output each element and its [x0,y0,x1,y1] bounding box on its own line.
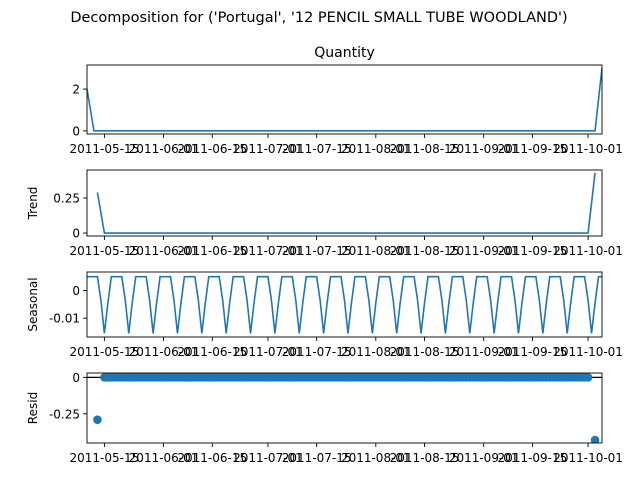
chart-panel-2: Trend 0 0.25 2011-05-152011-06-012011-06-15… [26,169,623,258]
axes-frame [86,372,603,444]
chart-panel-1: Quantity 0 2 2011-05-152011-06-012011-06-15… [70,45,623,156]
y-tick-label: 0 [72,227,80,241]
x-tick-label: 2011-10-01 [553,451,623,465]
x-tick-label: 2011-05-15 [70,451,140,465]
x-tick-label: 2011-06-15 [177,451,247,465]
resid-point [590,435,600,443]
x-tick-label: 2011-07-15 [282,451,352,465]
y-axis-label: Resid [26,392,40,424]
chart-panel-4: Resid 0 -0.25 2011-05-152011-06-012011-06-1… [26,371,623,465]
x-tick-label: 2011-07-15 [282,244,352,258]
y-tick-label: -0.01 [49,312,80,326]
y-tick-label: 0 [72,371,80,385]
x-tick-label: 2011-06-15 [177,244,247,258]
y-tick-label: 0 [72,124,80,138]
x-tick-label: 2011-08-15 [390,345,460,359]
x-tick-label: 2011-09-01 [449,451,519,465]
x-tick-label: 2011-08-01 [341,244,411,258]
x-tick-label: 2011-09-01 [449,345,519,359]
chart-panel-3: Seasonal 0-0.012011-05-152011-06-012011-0… [26,271,623,359]
x-tick-label: 2011-08-01 [341,142,411,156]
x-tick-label: 2011-08-01 [341,345,411,359]
x-tick-label: 2011-05-15 [70,244,140,258]
x-tick-label: 2011-09-15 [498,244,568,258]
series-line [87,68,602,132]
x-tick-label: 2011-08-01 [341,451,411,465]
x-tick-label: 2011-06-01 [129,345,199,359]
panels-group: Quantity022011-05-152011-06-012011-06-15… [26,45,623,465]
plot-area [87,68,602,132]
x-tick-label: 2011-06-15 [177,142,247,156]
x-tick-label: 2011-06-01 [129,142,199,156]
x-tick-label: 2011-10-01 [553,345,623,359]
seasonal-line [87,275,602,334]
y-axis-label: Seasonal [26,277,40,331]
x-tick-label: 2011-07-15 [282,142,352,156]
x-tick-label: 2011-10-01 [553,142,623,156]
resid-point [93,415,102,424]
panel-title: Quantity [314,45,375,61]
plot-area [96,172,596,234]
y-tick-label: 2 [72,83,80,97]
x-tick-label: 2011-10-01 [553,244,623,258]
x-tick-label: 2011-08-15 [390,142,460,156]
x-tick-label: 2011-07-01 [233,451,303,465]
figure-suptitle: Decomposition for ('Portugal', '12 PENCI… [70,10,567,26]
y-tick-label: 0.25 [53,192,80,206]
plot-area [87,275,602,334]
x-tick-label: 2011-09-01 [449,142,519,156]
x-tick-label: 2011-07-01 [233,142,303,156]
x-tick-label: 2011-09-15 [498,451,568,465]
x-tick-label: 2011-06-15 [177,345,247,359]
x-tick-label: 2011-09-15 [498,142,568,156]
x-tick-label: 2011-07-15 [282,345,352,359]
y-tick-label: -0.25 [49,407,80,421]
x-tick-label: 2011-09-15 [498,345,568,359]
x-tick-label: 2011-09-01 [449,244,519,258]
x-tick-label: 2011-07-01 [233,244,303,258]
x-tick-label: 2011-05-15 [70,345,140,359]
series-line [96,172,596,234]
x-tick-label: 2011-08-15 [390,451,460,465]
axes-frame [86,64,603,135]
y-axis-label: Trend [26,187,40,221]
plot-area [87,373,602,443]
axes-frame [86,271,603,338]
x-tick-label: 2011-07-01 [233,345,303,359]
x-tick-label: 2011-08-15 [390,244,460,258]
y-tick-label: 0 [72,284,80,298]
resid-point [583,373,593,382]
x-tick-label: 2011-05-15 [70,142,140,156]
x-tick-label: 2011-06-01 [129,451,199,465]
axes-frame [86,169,603,237]
x-tick-label: 2011-06-01 [129,244,199,258]
